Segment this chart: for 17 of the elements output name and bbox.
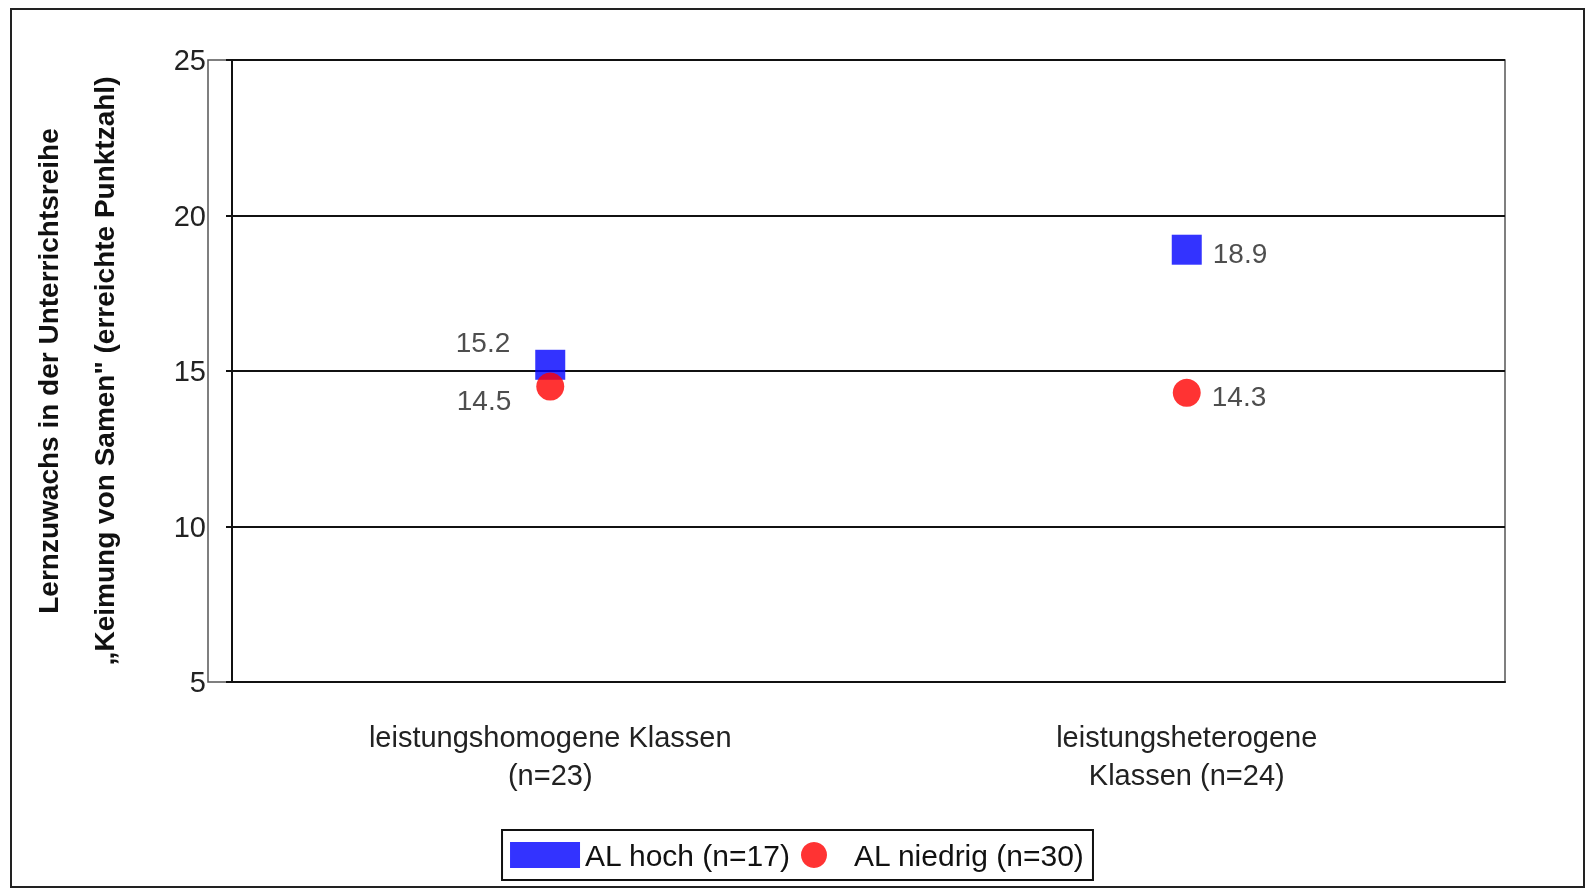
point: [1171, 234, 1202, 265]
data-label: 15.2: [455, 327, 511, 359]
data-label: 18.9: [1212, 238, 1268, 270]
y-tick-label: 25: [173, 44, 206, 76]
data-label: 14.5: [456, 385, 512, 417]
x-tick-label: leistungsheterogene Klassen (n=24): [1056, 721, 1318, 791]
point: [1172, 378, 1201, 407]
legend-label: AL niedrig (n=30): [854, 838, 1084, 872]
data-label: 14.3: [1211, 381, 1267, 413]
x-tick-label: leistungshomogene Klassen (n=23): [368, 721, 732, 791]
y-tick-label: 5: [189, 666, 206, 698]
point: [536, 372, 565, 401]
y-tick-label: 20: [173, 199, 206, 232]
y-tick-label: 10: [173, 510, 206, 543]
y-axis-title: Lernzuwachs in der Unterrichtsreihe „Keimung von Samen" (erreichte Punktzahl): [32, 76, 120, 666]
y-tick-label: 15: [173, 355, 206, 387]
legend-label: AL hoch (n=17): [585, 838, 790, 872]
